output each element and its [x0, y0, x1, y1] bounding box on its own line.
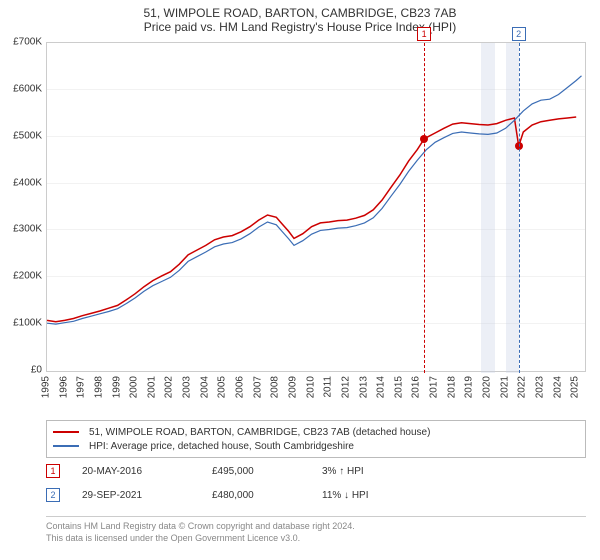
x-tick-label: 2017: [429, 376, 440, 398]
event-price: £480,000: [212, 490, 322, 501]
event-line-badge: 2: [512, 27, 526, 41]
x-tick-label: 2012: [340, 376, 351, 398]
x-tick-label: 1997: [76, 376, 87, 398]
x-tick-label: 2025: [570, 376, 581, 398]
chart-container: 51, WIMPOLE ROAD, BARTON, CAMBRIDGE, CB2…: [0, 0, 600, 560]
x-tick-label: 1995: [41, 376, 52, 398]
title-line-2: Price paid vs. HM Land Registry's House …: [0, 20, 600, 34]
plot-area: 12: [46, 42, 586, 372]
footer-line-1: Contains HM Land Registry data © Crown c…: [46, 521, 586, 533]
event-line: [424, 43, 425, 373]
x-tick-label: 2003: [182, 376, 193, 398]
legend-label: 51, WIMPOLE ROAD, BARTON, CAMBRIDGE, CB2…: [89, 427, 430, 438]
footer-line-2: This data is licensed under the Open Gov…: [46, 533, 586, 545]
event-row: 2 29-SEP-2021 £480,000 11% ↓ HPI: [46, 488, 586, 502]
x-tick-label: 2021: [499, 376, 510, 398]
x-tick-label: 2008: [270, 376, 281, 398]
legend-swatch: [53, 431, 79, 433]
y-tick-label: £400K: [13, 177, 42, 188]
x-tick-label: 2015: [393, 376, 404, 398]
legend-row: HPI: Average price, detached house, Sout…: [53, 439, 579, 453]
x-tick-label: 1998: [93, 376, 104, 398]
event-badge: 2: [46, 488, 60, 502]
legend: 51, WIMPOLE ROAD, BARTON, CAMBRIDGE, CB2…: [46, 420, 586, 458]
x-tick-label: 2000: [129, 376, 140, 398]
x-tick-label: 1996: [58, 376, 69, 398]
x-tick-label: 2007: [252, 376, 263, 398]
x-tick-label: 2014: [376, 376, 387, 398]
event-diff: 11% ↓ HPI: [322, 490, 472, 501]
plot-svg: [47, 43, 585, 371]
x-tick-label: 2022: [517, 376, 528, 398]
x-tick-label: 2013: [358, 376, 369, 398]
title-line-1: 51, WIMPOLE ROAD, BARTON, CAMBRIDGE, CB2…: [0, 0, 600, 20]
event-date: 29-SEP-2021: [82, 490, 212, 501]
y-tick-label: £200K: [13, 271, 42, 282]
x-tick-label: 2024: [552, 376, 563, 398]
event-line: [519, 43, 520, 373]
x-tick-label: 2006: [235, 376, 246, 398]
y-tick-label: £300K: [13, 224, 42, 235]
y-tick-label: £100K: [13, 318, 42, 329]
x-tick-label: 2018: [446, 376, 457, 398]
legend-swatch: [53, 445, 79, 447]
legend-row: 51, WIMPOLE ROAD, BARTON, CAMBRIDGE, CB2…: [53, 425, 579, 439]
series-line-price_paid: [47, 117, 576, 322]
x-tick-label: 2011: [323, 376, 334, 398]
x-tick-label: 2016: [411, 376, 422, 398]
event-row: 1 20-MAY-2016 £495,000 3% ↑ HPI: [46, 464, 586, 478]
y-tick-label: £600K: [13, 83, 42, 94]
x-tick-label: 2004: [199, 376, 210, 398]
event-diff: 3% ↑ HPI: [322, 466, 472, 477]
x-tick-label: 2002: [164, 376, 175, 398]
series-line-hpi: [47, 76, 582, 324]
x-tick-label: 2019: [464, 376, 475, 398]
y-tick-label: £500K: [13, 130, 42, 141]
event-date: 20-MAY-2016: [82, 466, 212, 477]
x-tick-label: 2001: [146, 376, 157, 398]
event-price: £495,000: [212, 466, 322, 477]
x-tick-label: 2009: [287, 376, 298, 398]
event-line-badge: 1: [417, 27, 431, 41]
x-tick-label: 2020: [481, 376, 492, 398]
x-tick-label: 1999: [111, 376, 122, 398]
chart-area: 12 £0£100K£200K£300K£400K£500K£600K£700K…: [0, 42, 600, 412]
event-badge: 1: [46, 464, 60, 478]
y-tick-label: £700K: [13, 37, 42, 48]
x-tick-label: 2010: [305, 376, 316, 398]
x-tick-label: 2023: [534, 376, 545, 398]
legend-label: HPI: Average price, detached house, Sout…: [89, 441, 354, 452]
y-tick-label: £0: [31, 365, 42, 376]
x-tick-label: 2005: [217, 376, 228, 398]
footer: Contains HM Land Registry data © Crown c…: [46, 516, 586, 544]
